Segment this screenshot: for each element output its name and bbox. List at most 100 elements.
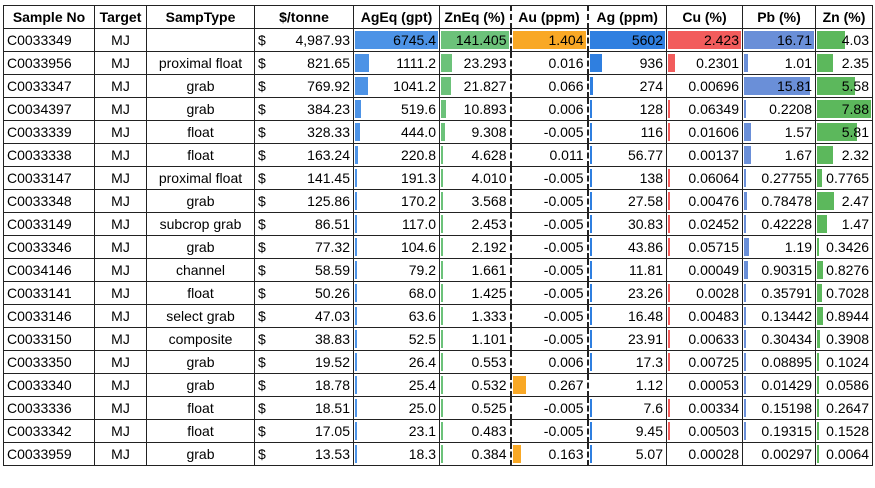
cell-samp-type[interactable]: float <box>146 281 255 305</box>
cell-cu[interactable]: 0.00334 <box>666 396 743 420</box>
cell-price-per-tonne[interactable]: $58.59 <box>254 258 354 282</box>
cell-zn[interactable]: 1.47 <box>815 212 873 236</box>
cell-target[interactable]: MJ <box>94 166 147 190</box>
cell-target[interactable]: MJ <box>94 74 147 98</box>
cell-target[interactable]: MJ <box>94 97 147 121</box>
cell-price-per-tonne[interactable]: $38.83 <box>254 327 354 351</box>
cell-samp-type[interactable]: float <box>146 419 255 443</box>
header-zn[interactable]: Zn (%) <box>815 5 873 29</box>
cell-zn[interactable]: 4.03 <box>815 28 873 52</box>
cell-zn[interactable]: 2.47 <box>815 189 873 213</box>
cell-target[interactable]: MJ <box>94 143 147 167</box>
cell-zneq[interactable]: 10.893 <box>439 97 512 121</box>
cell-pb[interactable]: 0.13442 <box>742 304 816 328</box>
cell-zneq[interactable]: 1.333 <box>439 304 512 328</box>
cell-sample-no[interactable]: C0033346 <box>3 235 95 259</box>
cell-sample-no[interactable]: C0033959 <box>3 442 95 466</box>
cell-ageq[interactable]: 63.6 <box>353 304 440 328</box>
cell-price-per-tonne[interactable]: $47.03 <box>254 304 354 328</box>
cell-cu[interactable]: 0.02452 <box>666 212 743 236</box>
cell-cu[interactable]: 0.00696 <box>666 74 743 98</box>
cell-ag[interactable]: 27.58 <box>587 189 667 213</box>
cell-sample-no[interactable]: C0034397 <box>3 97 95 121</box>
cell-cu[interactable]: 0.05715 <box>666 235 743 259</box>
header-ageq[interactable]: AgEq (gpt) <box>353 5 440 29</box>
cell-ageq[interactable]: 26.4 <box>353 350 440 374</box>
cell-au[interactable]: -0.005 <box>510 281 589 305</box>
cell-samp-type[interactable]: subcrop grab <box>146 212 255 236</box>
cell-zn[interactable]: 0.0586 <box>815 373 873 397</box>
cell-ageq[interactable]: 23.1 <box>353 419 440 443</box>
header-cu[interactable]: Cu (%) <box>666 5 743 29</box>
cell-ag[interactable]: 7.6 <box>587 396 667 420</box>
cell-ag[interactable]: 274 <box>587 74 667 98</box>
cell-pb[interactable]: 0.30434 <box>742 327 816 351</box>
cell-sample-no[interactable]: C0033348 <box>3 189 95 213</box>
cell-zn[interactable]: 7.88 <box>815 97 873 121</box>
cell-target[interactable]: MJ <box>94 189 147 213</box>
cell-sample-no[interactable]: C0033150 <box>3 327 95 351</box>
cell-price-per-tonne[interactable]: $821.65 <box>254 51 354 75</box>
cell-au[interactable]: 0.006 <box>510 350 589 374</box>
cell-target[interactable]: MJ <box>94 28 147 52</box>
cell-ag[interactable]: 1.12 <box>587 373 667 397</box>
cell-pb[interactable]: 0.35791 <box>742 281 816 305</box>
cell-zneq[interactable]: 2.192 <box>439 235 512 259</box>
cell-sample-no[interactable]: C0033350 <box>3 350 95 374</box>
cell-pb[interactable]: 1.67 <box>742 143 816 167</box>
cell-ageq[interactable]: 170.2 <box>353 189 440 213</box>
cell-cu[interactable]: 2.423 <box>666 28 743 52</box>
cell-cu[interactable]: 0.00483 <box>666 304 743 328</box>
cell-target[interactable]: MJ <box>94 442 147 466</box>
cell-samp-type[interactable]: grab <box>146 189 255 213</box>
cell-price-per-tonne[interactable]: $18.51 <box>254 396 354 420</box>
cell-samp-type[interactable]: grab <box>146 74 255 98</box>
cell-cu[interactable]: 0.06064 <box>666 166 743 190</box>
cell-au[interactable]: 1.404 <box>510 28 589 52</box>
cell-price-per-tonne[interactable]: $769.92 <box>254 74 354 98</box>
cell-ageq[interactable]: 104.6 <box>353 235 440 259</box>
cell-pb[interactable]: 1.01 <box>742 51 816 75</box>
cell-ag[interactable]: 17.3 <box>587 350 667 374</box>
cell-pb[interactable]: 0.19315 <box>742 419 816 443</box>
cell-au[interactable]: 0.267 <box>510 373 589 397</box>
header-zneq[interactable]: ZnEq (%) <box>439 5 512 29</box>
cell-ageq[interactable]: 6745.4 <box>353 28 440 52</box>
cell-pb[interactable]: 0.08895 <box>742 350 816 374</box>
cell-sample-no[interactable]: C0033147 <box>3 166 95 190</box>
cell-ag[interactable]: 138 <box>587 166 667 190</box>
cell-zneq[interactable]: 3.568 <box>439 189 512 213</box>
cell-au[interactable]: -0.005 <box>510 258 589 282</box>
cell-price-per-tonne[interactable]: $18.78 <box>254 373 354 397</box>
cell-pb[interactable]: 16.71 <box>742 28 816 52</box>
cell-zneq[interactable]: 21.827 <box>439 74 512 98</box>
cell-price-per-tonne[interactable]: $13.53 <box>254 442 354 466</box>
cell-ag[interactable]: 23.26 <box>587 281 667 305</box>
cell-price-per-tonne[interactable]: $328.33 <box>254 120 354 144</box>
cell-price-per-tonne[interactable]: $50.26 <box>254 281 354 305</box>
cell-target[interactable]: MJ <box>94 281 147 305</box>
cell-zneq[interactable]: 1.101 <box>439 327 512 351</box>
cell-samp-type[interactable]: grab <box>146 235 255 259</box>
cell-pb[interactable]: 1.19 <box>742 235 816 259</box>
cell-price-per-tonne[interactable]: $141.45 <box>254 166 354 190</box>
cell-pb[interactable]: 1.57 <box>742 120 816 144</box>
cell-au[interactable]: -0.005 <box>510 189 589 213</box>
cell-zn[interactable]: 0.8944 <box>815 304 873 328</box>
cell-pb[interactable]: 15.81 <box>742 74 816 98</box>
cell-ag[interactable]: 128 <box>587 97 667 121</box>
cell-zneq[interactable]: 0.532 <box>439 373 512 397</box>
cell-cu[interactable]: 0.2301 <box>666 51 743 75</box>
cell-samp-type[interactable]: float <box>146 120 255 144</box>
cell-sample-no[interactable]: C0033146 <box>3 304 95 328</box>
header-target[interactable]: Target <box>94 5 147 29</box>
header-ag[interactable]: Ag (ppm) <box>587 5 667 29</box>
cell-sample-no[interactable]: C0033339 <box>3 120 95 144</box>
cell-ag[interactable]: 23.91 <box>587 327 667 351</box>
cell-target[interactable]: MJ <box>94 120 147 144</box>
header-pb[interactable]: Pb (%) <box>742 5 816 29</box>
header-au[interactable]: Au (ppm) <box>510 5 589 29</box>
cell-price-per-tonne[interactable]: $17.05 <box>254 419 354 443</box>
cell-samp-type[interactable]: channel <box>146 258 255 282</box>
cell-ag[interactable]: 116 <box>587 120 667 144</box>
